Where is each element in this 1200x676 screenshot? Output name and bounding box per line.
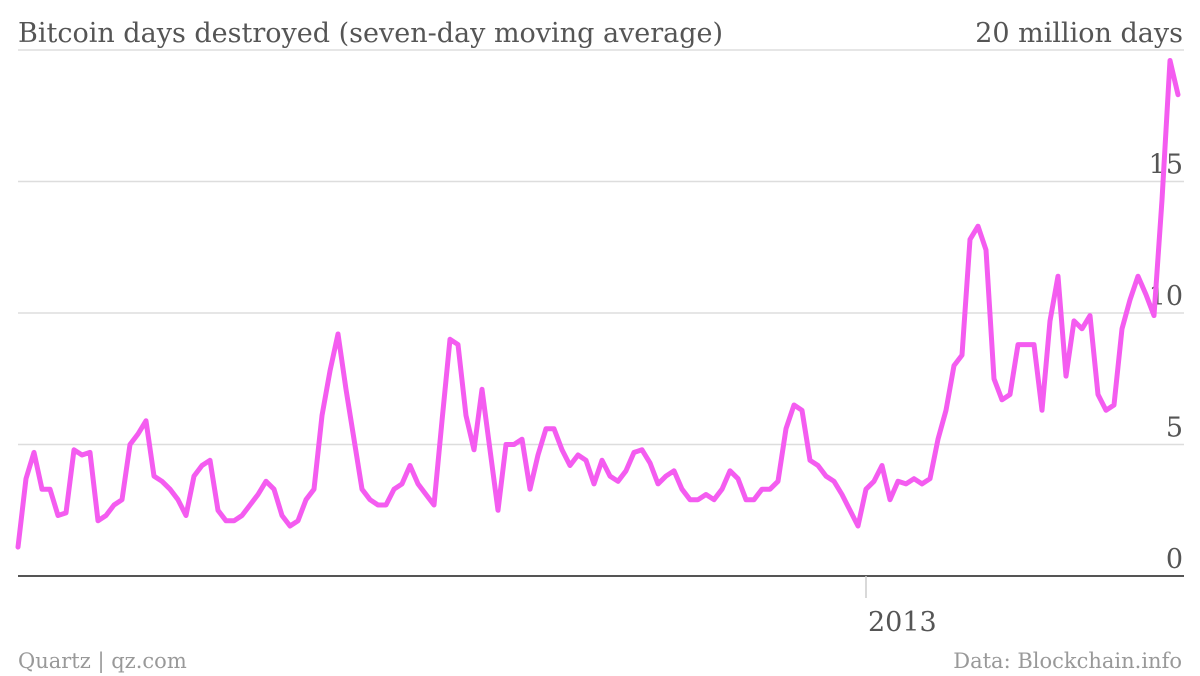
chart-title: Bitcoin days destroyed (seven-day moving… [18, 18, 723, 49]
y-tick-label: 0 [1166, 544, 1183, 575]
footer-source: Quartz | qz.com [18, 649, 187, 674]
data-line [15, 58, 1181, 550]
y-tick-label: 20 million days [975, 18, 1183, 49]
footer-data: Data: Blockchain.info [953, 649, 1182, 673]
y-tick-label: 5 [1166, 413, 1183, 444]
x-tick-label: 2013 [868, 607, 937, 638]
